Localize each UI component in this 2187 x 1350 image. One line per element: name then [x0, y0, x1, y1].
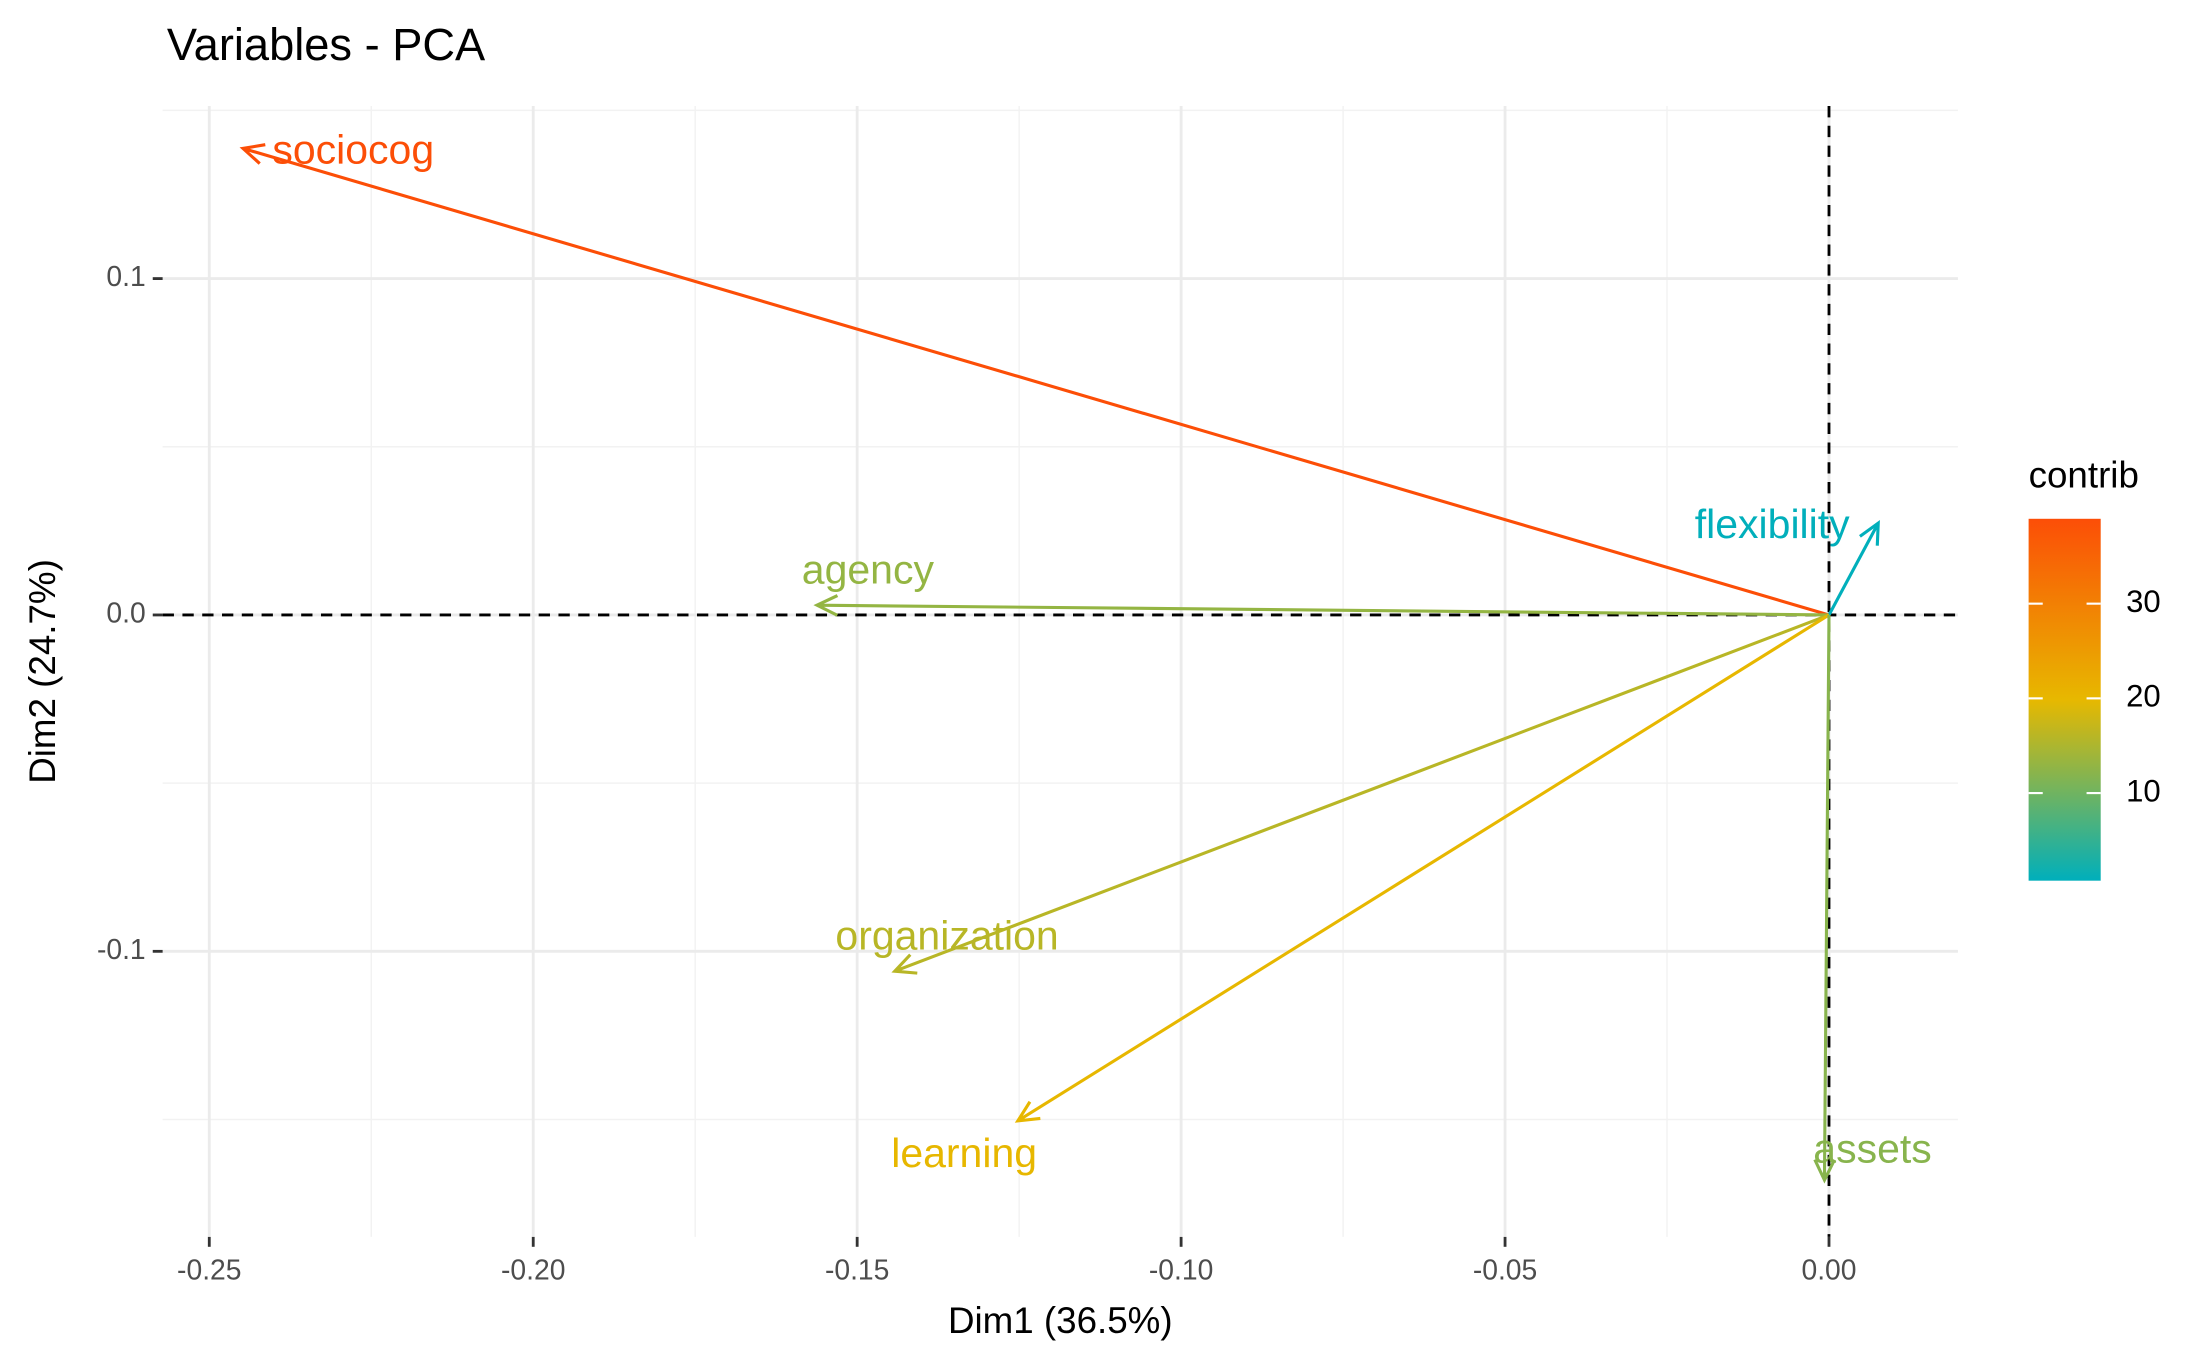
- marks: sociocog agency flexibility organization lea…: [239, 126, 1932, 1184]
- colorbar-label: 30: [2126, 584, 2161, 619]
- grid: [162, 106, 1958, 1237]
- colorbar-label: 20: [2126, 679, 2161, 714]
- colorbar-label: 10: [2126, 773, 2161, 808]
- x-tick-label: -0.10: [1149, 1254, 1213, 1286]
- x-tick-label: -0.25: [177, 1254, 241, 1286]
- arrow: [1827, 519, 1880, 616]
- arrow: [813, 594, 1830, 617]
- y-tick-label: 0.0: [106, 596, 145, 628]
- x-tick-label: -0.15: [825, 1254, 889, 1286]
- arrow: [891, 613, 1830, 975]
- variable-label: sociocog: [272, 126, 434, 172]
- x-tick-label: -0.05: [1473, 1254, 1537, 1286]
- arrow: [239, 143, 1830, 617]
- colorbar: [2028, 518, 2101, 881]
- legend-title: contrib: [2029, 455, 2139, 496]
- y-axis-title: Dim2 (24.7%): [22, 559, 63, 784]
- variable-label: learning: [891, 1130, 1037, 1176]
- x-tick-label: 0.00: [1801, 1254, 1856, 1286]
- y-tick-label: -0.1: [97, 933, 146, 965]
- chart-title: Variables - PCA: [167, 19, 486, 70]
- variable-label: assets: [1813, 1126, 1931, 1172]
- x-axis-title: Dim1 (36.5%): [948, 1300, 1173, 1341]
- variable-label: organization: [835, 912, 1058, 958]
- x-tick-label: -0.20: [501, 1254, 565, 1286]
- variable-label: flexibility: [1695, 501, 1850, 547]
- variable-label: agency: [802, 547, 935, 593]
- arrow: [1813, 614, 1836, 1184]
- y-tick-label: 0.1: [106, 260, 145, 292]
- arrow: [1014, 613, 1830, 1123]
